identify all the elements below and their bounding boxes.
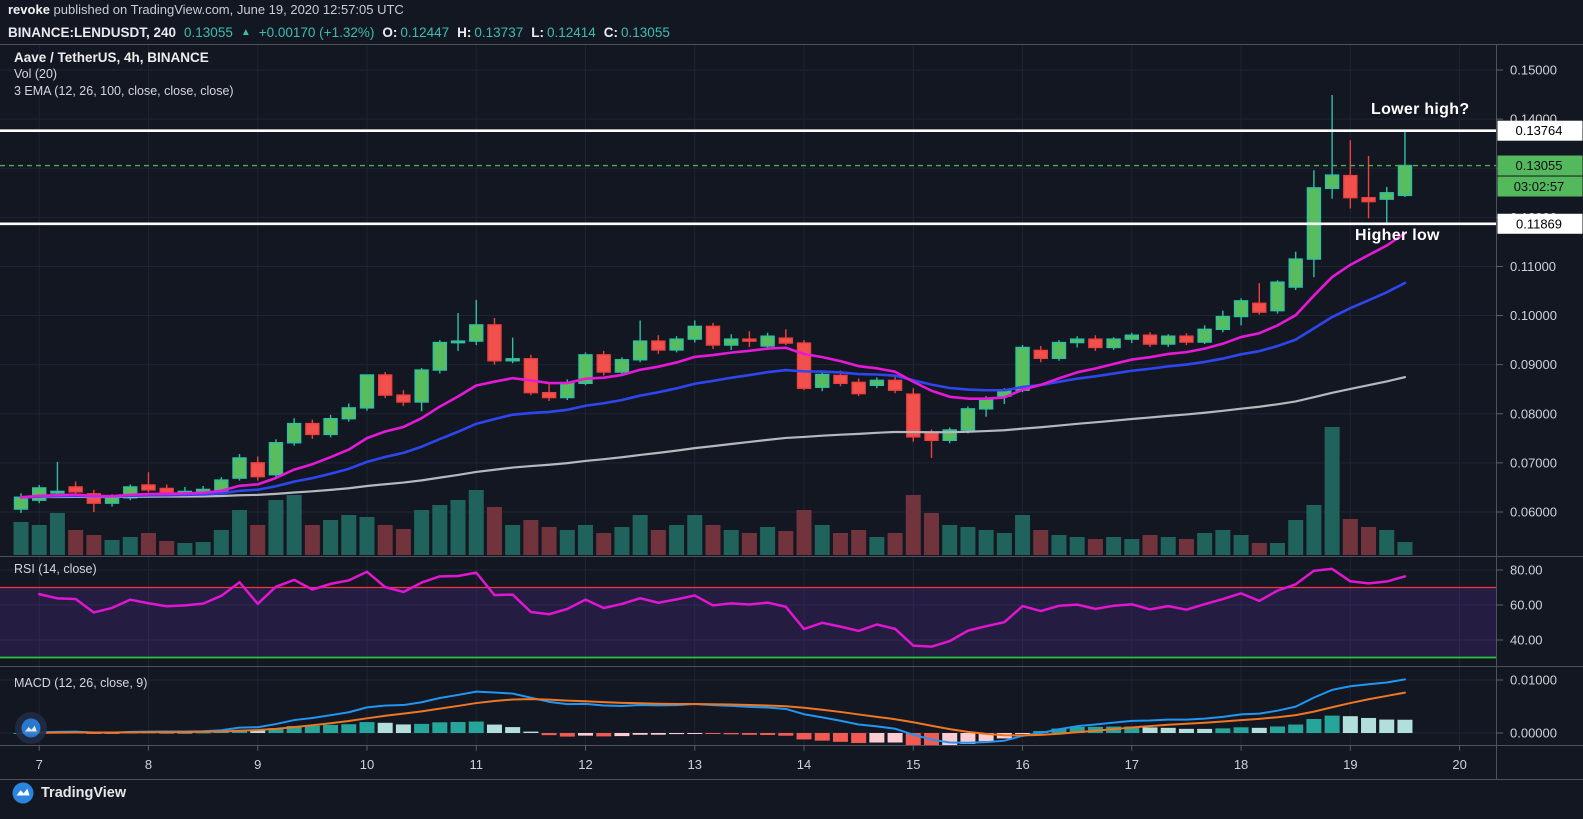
time-tick-label: 14 [797,757,811,772]
annotation-higher-low: Higher low [1355,227,1440,244]
price-tick-label: 0.06000 [1510,505,1557,520]
candlestick-series [13,95,1413,513]
annotation-lower-high: Lower high? [1371,101,1470,118]
time-tick-label: 17 [1125,757,1139,772]
macd-tick-label: 0.01000 [1510,673,1557,688]
rsi-pane [0,567,1496,659]
pane-separators [0,44,1583,780]
level-lines [0,129,1496,226]
rsi-pane-label: RSI (14, close) [14,562,97,576]
support-price-label: 0.11869 [1497,213,1583,234]
symbol-bar: BINANCE:LENDUSDT, 240 0.13055 ▲ +0.00170… [8,21,670,43]
time-tick-label: 19 [1343,757,1357,772]
tradingview-branding[interactable]: TradingView [12,782,126,804]
byline-text: published on TradingView.com, June 19, 2… [49,2,404,17]
ema-study-label: 3 EMA (12, 26, 100, close, close, close) [14,84,234,98]
time-tick-label: 10 [360,757,374,772]
price-change: +0.00170 (+1.32%) [258,24,375,40]
price-tick-label: 0.07000 [1510,455,1557,470]
ema-lines [19,231,1407,499]
author-name: revoke [8,2,50,17]
volume-series [13,427,1413,555]
price-tick-label: 0.08000 [1510,406,1557,421]
tradingview-logo-icon [12,782,34,804]
chart-legend: Aave / TetherUS, 4h, BINANCE Vol (20) 3 … [14,49,234,100]
last-price-label-text: 0.13055 [1516,158,1563,173]
up-arrow-icon: ▲ [240,26,251,38]
time-tick-label: 9 [254,757,261,772]
ema-100-line [19,376,1407,499]
chart-title: Aave / TetherUS, 4h, BINANCE [14,50,209,65]
ema-12-line [19,231,1407,499]
ohlc-open: O: 0.12447 [382,24,450,40]
bar-countdown-label: 03:02:57 [1497,176,1583,197]
rsi-line [37,567,1407,648]
time-tick-label: 13 [688,757,702,772]
bar-countdown-label-text: 03:02:57 [1514,179,1565,194]
rsi-tick-label: 40.00 [1510,633,1543,648]
price-tick-label: 0.11000 [1510,259,1556,274]
macd-pane [13,678,1413,745]
time-tick-label: 16 [1015,757,1029,772]
rsi-band [0,587,1496,658]
ema-26-line [19,281,1407,499]
ohlc-close: C: 0.13055 [603,24,670,40]
macd-pane-label: MACD (12, 26, close, 9) [14,676,148,690]
volume-study-label: Vol (20) [14,67,58,81]
tradingview-logo-text: TradingView [41,785,127,801]
time-tick-label: 8 [145,757,152,772]
resistance-price-label: 0.13764 [1497,120,1583,141]
price-tick-label: 0.10000 [1510,308,1557,323]
ohlc-low: L: 0.12414 [531,24,596,40]
time-tick-label: 7 [36,757,43,772]
last-price: 0.13055 [184,24,233,40]
tradingview-watermark-icon [15,712,47,744]
price-tick-label: 0.09000 [1510,357,1557,372]
time-tick-label: 11 [470,757,484,772]
byline: revoke published on TradingView.com, Jun… [8,2,404,17]
signal-line [20,691,1406,737]
last-price-label: 0.13055 [1497,155,1583,176]
time-axis[interactable]: 7 8 9 10 11 12 13 14 15 16 17 18 19 20 [36,745,1467,773]
ohlc-high: H: 0.13737 [457,24,524,40]
macd-tick-label: 0.00000 [1510,726,1557,741]
rsi-tick-label: 60.00 [1510,598,1543,613]
time-tick-label: 12 [578,757,592,772]
rsi-tick-label: 80.00 [1510,563,1543,578]
resistance-price-label-text: 0.13764 [1516,123,1563,138]
support-price-label-text: 0.11869 [1516,216,1562,231]
symbol-title: BINANCE:LENDUSDT, 240 [8,24,177,40]
price-tick-label: 0.15000 [1510,63,1557,78]
time-tick-label: 20 [1452,757,1466,772]
time-tick-label: 18 [1234,757,1248,772]
time-tick-label: 15 [906,757,920,772]
